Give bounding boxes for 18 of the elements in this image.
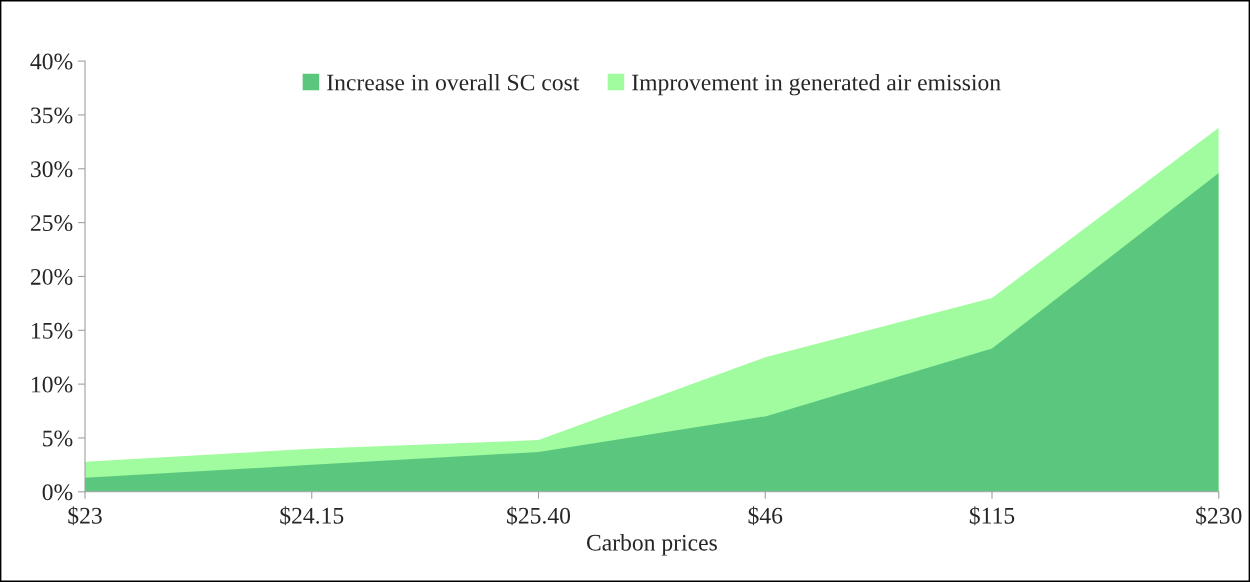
- y-tick-label: 5%: [43, 430, 73, 447]
- y-tick-label: 10%: [31, 376, 73, 393]
- y-tick-label: 20%: [30, 268, 73, 285]
- x-tick-label: $24.15: [280, 506, 344, 526]
- x-tick-label: $115: [969, 506, 1015, 526]
- y-tick-label: 25%: [30, 215, 73, 232]
- x-tick-label: $25.40: [507, 506, 571, 526]
- y-tick-label: 15%: [31, 322, 73, 339]
- x-tick-label: $46: [748, 506, 783, 526]
- y-tick-label: 35%: [31, 107, 73, 124]
- x-tick-label: $23: [68, 506, 102, 526]
- y-tick-label: 0%: [42, 484, 73, 501]
- legend-label: Improvement in generated air emission: [632, 73, 1001, 96]
- y-tick-label: 40%: [30, 53, 73, 70]
- x-axis-title: Carbon prices: [586, 534, 717, 556]
- legend-label: Increase in overall SC cost: [327, 73, 580, 91]
- x-tick-label: $230: [1196, 506, 1242, 526]
- y-tick-label: 30%: [31, 161, 73, 178]
